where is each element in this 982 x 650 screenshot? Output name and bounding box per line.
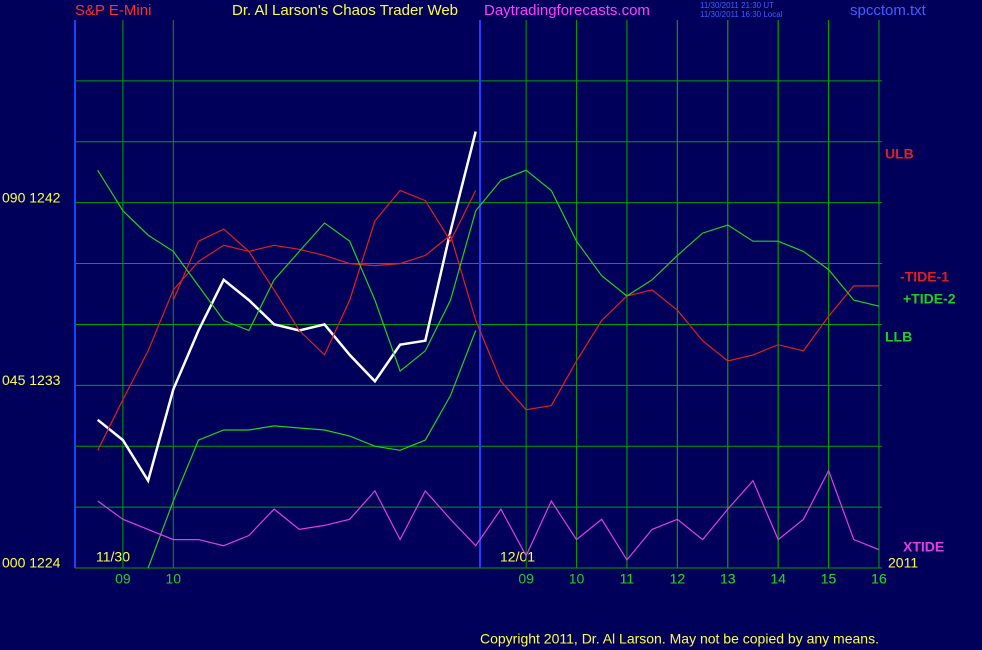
year-label: 2011: [888, 555, 918, 571]
x-tick-label: 15: [821, 571, 837, 587]
series-line: [96, 131, 477, 484]
series-label: ULB: [885, 146, 914, 162]
series-line: [172, 189, 477, 356]
x-tick-label: 14: [770, 571, 786, 587]
x-tick-label: 12: [670, 571, 686, 587]
x-tick-label: 11: [620, 571, 635, 587]
x-tick-label: 14: [770, 571, 786, 587]
x-tick-label: 10: [166, 571, 182, 587]
y-tick-label: 090 1242: [2, 189, 61, 205]
time-local: 11/30/2011 16:30 Local: [700, 10, 783, 19]
x-tick-label: 15: [821, 571, 837, 587]
x-tick-label: 13: [720, 571, 736, 587]
x-tick-label: 12: [670, 571, 686, 587]
y-tick-label: 045 1233: [2, 372, 61, 388]
copyright: Copyright 2011, Dr. Al Larson. May not b…: [480, 631, 879, 647]
date-label: 12/01: [500, 549, 535, 565]
time-ut: 11/30/2011 21:30 UT: [700, 1, 774, 10]
grid: [75, 20, 882, 569]
x-tick-label: 16: [871, 571, 887, 587]
file-name: spcctom.txt: [850, 2, 927, 19]
series-line: [147, 330, 477, 569]
x-tick-label: 10: [569, 571, 585, 587]
series-label: +TIDE-2: [903, 291, 956, 307]
site: Daytradingforecasts.com: [484, 2, 650, 19]
x-tick-label: 16: [871, 571, 887, 587]
series-label: LLB: [885, 329, 912, 345]
series-line: [97, 169, 880, 373]
x-tick-label: 13: [720, 571, 736, 587]
y-tick-label: 000 1224: [2, 555, 61, 571]
chart-title: Dr. Al Larson's Chaos Trader Web: [232, 2, 458, 19]
series-line: [97, 469, 880, 561]
symbol: S&P E-Mini: [75, 2, 151, 19]
series-label: XTIDE: [903, 539, 944, 555]
x-tick-label: 09: [518, 571, 534, 587]
date-label: 11/30: [96, 549, 130, 565]
x-tick-label: 09: [115, 571, 131, 587]
x-tick-label: 11: [620, 571, 635, 587]
series-line: [97, 234, 879, 451]
series-label: -TIDE-1: [900, 269, 949, 285]
